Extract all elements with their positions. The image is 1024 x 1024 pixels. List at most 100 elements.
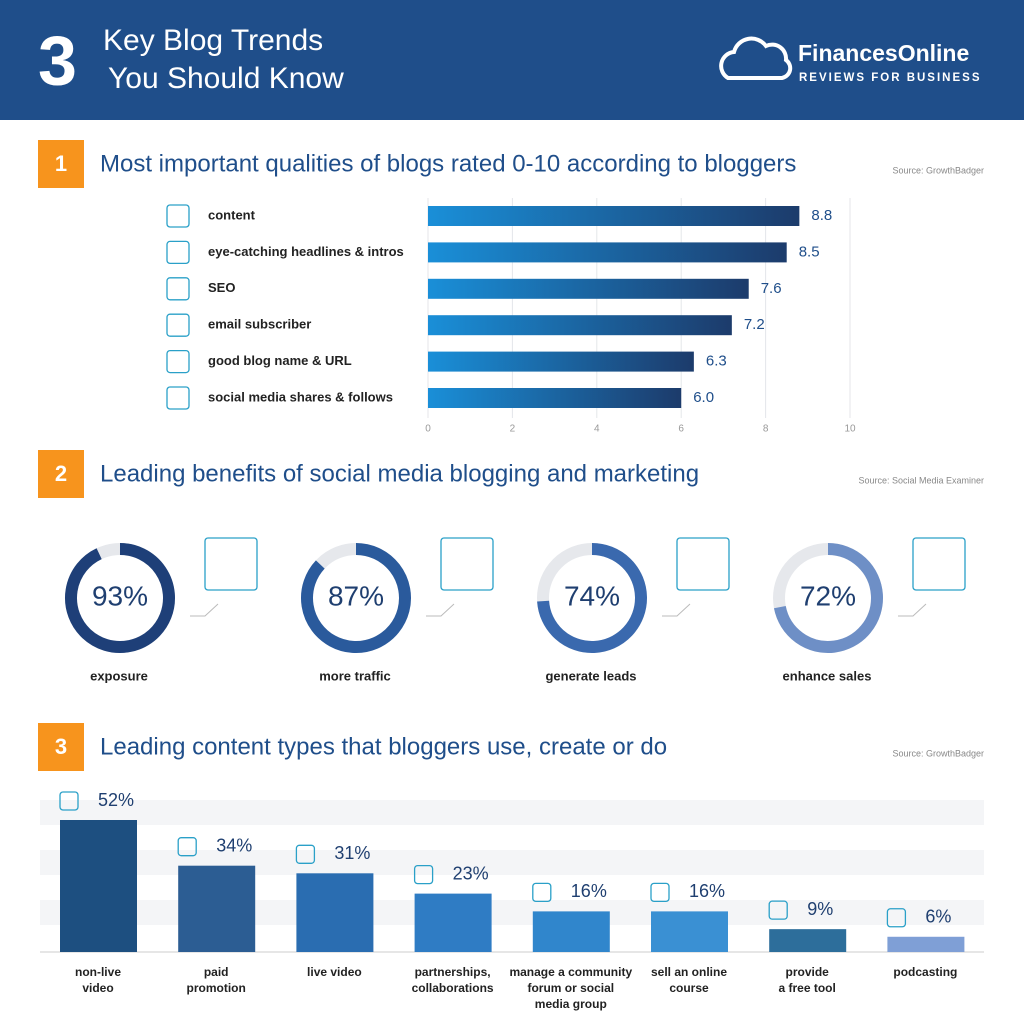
category-label: podcasting xyxy=(893,965,958,979)
icon xyxy=(912,537,966,591)
tagline: REVIEWS FOR BUSINESS xyxy=(799,72,982,84)
category-label: enhance sales xyxy=(783,668,872,683)
icon xyxy=(768,900,788,920)
donut-arc xyxy=(537,543,647,653)
connector xyxy=(898,603,927,617)
x-tick-label: 10 xyxy=(844,424,856,435)
category-label: partnerships, collaborations xyxy=(411,965,494,995)
category-label: live video xyxy=(307,965,362,979)
icon xyxy=(166,277,190,301)
bar xyxy=(769,929,847,952)
section-badge xyxy=(38,140,84,188)
icon xyxy=(295,844,316,864)
section-title: Most important qualities of blogs rated … xyxy=(100,150,796,177)
logo-cloud xyxy=(719,36,793,80)
category-label: eye-catching headlines & intros xyxy=(208,244,404,259)
bar xyxy=(428,278,749,299)
category-label: exposure xyxy=(90,668,148,683)
icon xyxy=(177,837,197,857)
icon xyxy=(166,386,190,410)
bar xyxy=(60,820,137,952)
value-label: 34% xyxy=(216,835,252,855)
bar xyxy=(428,351,694,372)
brand: FinancesOnline xyxy=(798,40,969,66)
donut-arc xyxy=(65,543,175,653)
icon xyxy=(676,537,730,591)
value-label: 72% xyxy=(800,580,856,611)
bar xyxy=(428,315,732,336)
bar xyxy=(887,936,965,952)
section-number: 3 xyxy=(55,734,67,759)
value-label: 7.2 xyxy=(744,316,765,333)
category-label: content xyxy=(208,207,256,222)
x-tick-label: 4 xyxy=(594,424,600,435)
category-label: SEO xyxy=(208,280,235,295)
x-tick-label: 0 xyxy=(425,424,431,435)
connector xyxy=(426,603,455,617)
category-label: more traffic xyxy=(319,668,391,683)
category-label: manage a community forum or social media… xyxy=(509,965,633,1011)
source: Source: Social Media Examiner xyxy=(858,475,984,485)
category-label: email subscriber xyxy=(208,317,311,332)
value-label: 8.8 xyxy=(811,207,832,224)
source: Source: GrowthBadger xyxy=(892,165,984,175)
x-tick-label: 6 xyxy=(678,424,684,435)
value-label: 74% xyxy=(564,580,620,611)
category-label: social media shares & follows xyxy=(208,389,393,404)
donut-arc xyxy=(773,543,883,653)
category-label: paid promotion xyxy=(186,965,246,995)
bar xyxy=(428,388,682,408)
header-title: You Should Know xyxy=(108,62,344,95)
value-label: 93% xyxy=(92,580,148,611)
icon xyxy=(59,791,79,811)
bar xyxy=(651,911,728,952)
x-tick-label: 2 xyxy=(510,424,516,435)
x-tick-label: 8 xyxy=(763,424,769,435)
icon xyxy=(204,537,258,591)
header-band xyxy=(0,0,1024,120)
value-label: 31% xyxy=(334,843,370,863)
icon xyxy=(440,537,494,591)
value-label: 23% xyxy=(453,863,489,883)
value-label: 16% xyxy=(689,881,725,901)
category-label: generate leads xyxy=(545,668,636,683)
section-number: 1 xyxy=(55,151,67,176)
category-label: provide a free tool xyxy=(778,965,836,995)
category-label: good blog name & URL xyxy=(208,353,352,368)
icon xyxy=(166,313,190,337)
stripe xyxy=(40,800,984,825)
category-label: sell an online course xyxy=(650,965,728,995)
section-badge xyxy=(38,723,84,771)
value-label: 87% xyxy=(328,580,384,611)
bar xyxy=(178,865,256,952)
icon xyxy=(166,240,190,265)
connector xyxy=(662,603,691,617)
value-label: 9% xyxy=(807,899,833,919)
icon xyxy=(886,908,907,928)
header-title: Key Blog Trends xyxy=(103,24,323,57)
value-label: 52% xyxy=(98,790,134,810)
icon xyxy=(166,204,190,228)
bar xyxy=(532,911,610,952)
value-label: 16% xyxy=(571,881,607,901)
section-title: Leading benefits of social media bloggin… xyxy=(100,460,699,487)
icon xyxy=(166,349,190,374)
bar xyxy=(414,893,492,952)
icon xyxy=(532,882,552,903)
value-label: 6.3 xyxy=(706,353,727,370)
bar xyxy=(428,242,787,263)
connector xyxy=(190,603,219,617)
header-number: 3 xyxy=(38,21,77,99)
value-label: 7.6 xyxy=(761,280,782,297)
category-label: non-live video xyxy=(74,965,121,995)
icon xyxy=(650,882,670,903)
bar xyxy=(428,206,800,226)
bar xyxy=(296,873,374,952)
section-number: 2 xyxy=(55,461,67,486)
value-label: 8.5 xyxy=(799,243,820,260)
value-label: 6.0 xyxy=(693,389,714,406)
donut-arc xyxy=(301,543,411,653)
section-title: Leading content types that bloggers use,… xyxy=(100,733,667,760)
